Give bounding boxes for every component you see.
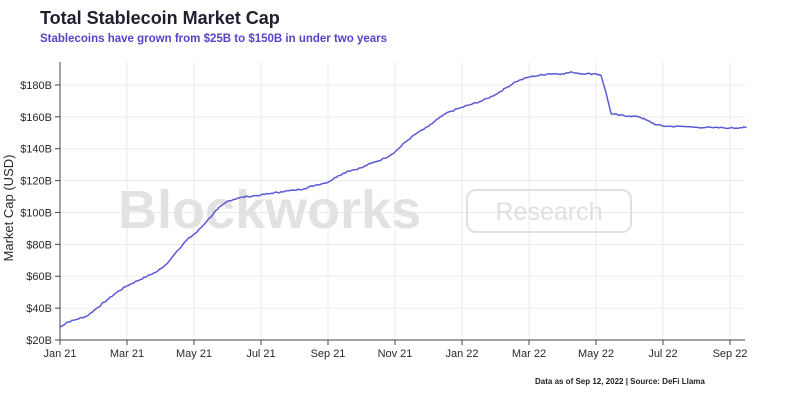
- x-tick-label: Jul 21: [246, 348, 275, 360]
- chart-title: Total Stablecoin Market Cap: [40, 8, 280, 28]
- source-note: Data as of Sep 12, 2022 | Source: DeFi L…: [535, 377, 705, 386]
- x-tick-label: Jan 22: [445, 348, 478, 360]
- x-tick-label: Sep 22: [713, 348, 748, 360]
- watermark-tag: Research: [496, 198, 603, 226]
- y-tick-label: $100B: [20, 207, 52, 219]
- y-tick-label: $180B: [20, 80, 52, 92]
- x-tick-label: Mar 21: [110, 348, 144, 360]
- x-tick-label: May 21: [176, 348, 212, 360]
- x-axis: Jan 21 Mar 21 May 21 Jul 21 Sep 21 Nov 21 Jan …: [43, 339, 748, 360]
- blockworks-watermark: Blockworks Research: [118, 180, 632, 240]
- chart-subtitle: Stablecoins have grown from $25B to $150…: [40, 33, 388, 45]
- y-axis: $20B $40B $60B $80B $100B $120B $140B $160B $180…: [20, 62, 61, 347]
- x-tick-label: Sep 21: [311, 348, 346, 360]
- watermark-brand: Blockworks: [118, 180, 421, 240]
- x-tick-label: Jan 21: [43, 348, 76, 360]
- y-axis-title: Market Cap (USD): [1, 155, 16, 262]
- y-tick-label: $160B: [20, 112, 52, 124]
- market-cap-line: [59, 71, 747, 328]
- x-tick-label: May 22: [578, 348, 614, 360]
- y-tick-label: $40B: [26, 303, 52, 315]
- x-tick-label: Mar 22: [512, 348, 546, 360]
- y-tick-label: $80B: [26, 239, 52, 251]
- watermark-tag-box: [466, 189, 632, 233]
- x-tick-label: Nov 21: [378, 348, 413, 360]
- y-tick-label: $120B: [20, 176, 52, 188]
- y-tick-label: $60B: [26, 271, 52, 283]
- y-tick-label: $20B: [26, 335, 52, 347]
- y-tick-label: $140B: [20, 144, 52, 156]
- x-tick-label: Jul 22: [648, 348, 677, 360]
